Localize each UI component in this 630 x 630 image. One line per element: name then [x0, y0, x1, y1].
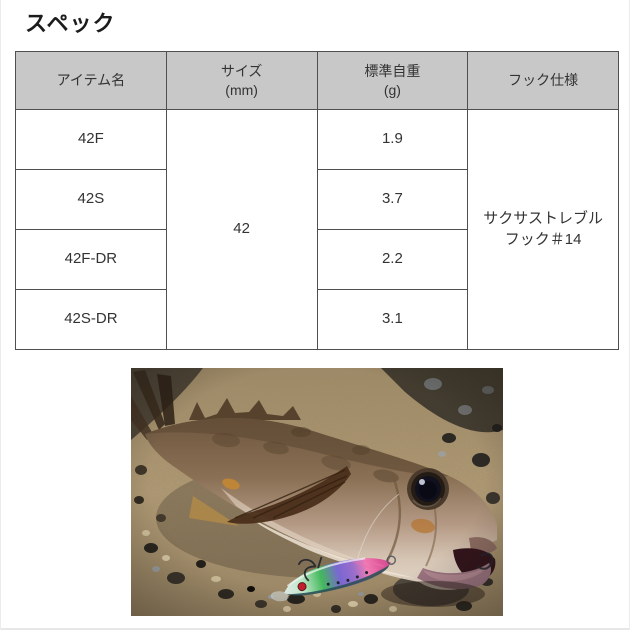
weight-cell: 1.9: [316, 109, 469, 170]
item-name-cell: 42S-DR: [15, 289, 167, 350]
spec-table-header-row: アイテム名 サイズ (mm) 標準自重 (g) フック仕様: [15, 51, 619, 110]
spec-table: アイテム名 サイズ (mm) 標準自重 (g) フック仕様 42F 42 1.9…: [15, 51, 619, 350]
table-row: 42S 3.7: [15, 169, 619, 230]
rockfish-with-lure-photo: [131, 368, 503, 616]
col-header-size-mm: サイズ (mm): [165, 51, 318, 110]
col-header-item-name: アイテム名: [15, 51, 167, 110]
weight-cell: 3.1: [316, 289, 469, 350]
fish-photo-illustration: [131, 368, 503, 616]
weight-cell: 2.2: [316, 229, 469, 290]
item-name-cell: 42F-DR: [15, 229, 167, 290]
item-name-cell: 42S: [15, 169, 167, 230]
hook-spec-merged-cell: サクサストレブル フック＃14: [467, 109, 619, 350]
weight-cell: 3.7: [316, 169, 469, 230]
col-header-hook-spec: フック仕様: [467, 51, 619, 110]
page-title: スペック: [25, 11, 116, 36]
table-row: 42F-DR 2.2: [15, 229, 619, 290]
table-row: 42F 42 1.9 サクサストレブル フック＃14: [15, 109, 619, 350]
table-row: 42S-DR 3.1: [15, 289, 619, 350]
item-name-cell: 42F: [15, 109, 167, 170]
col-header-weight-g: 標準自重 (g): [316, 51, 469, 110]
size-merged-cell: 42: [165, 109, 318, 350]
